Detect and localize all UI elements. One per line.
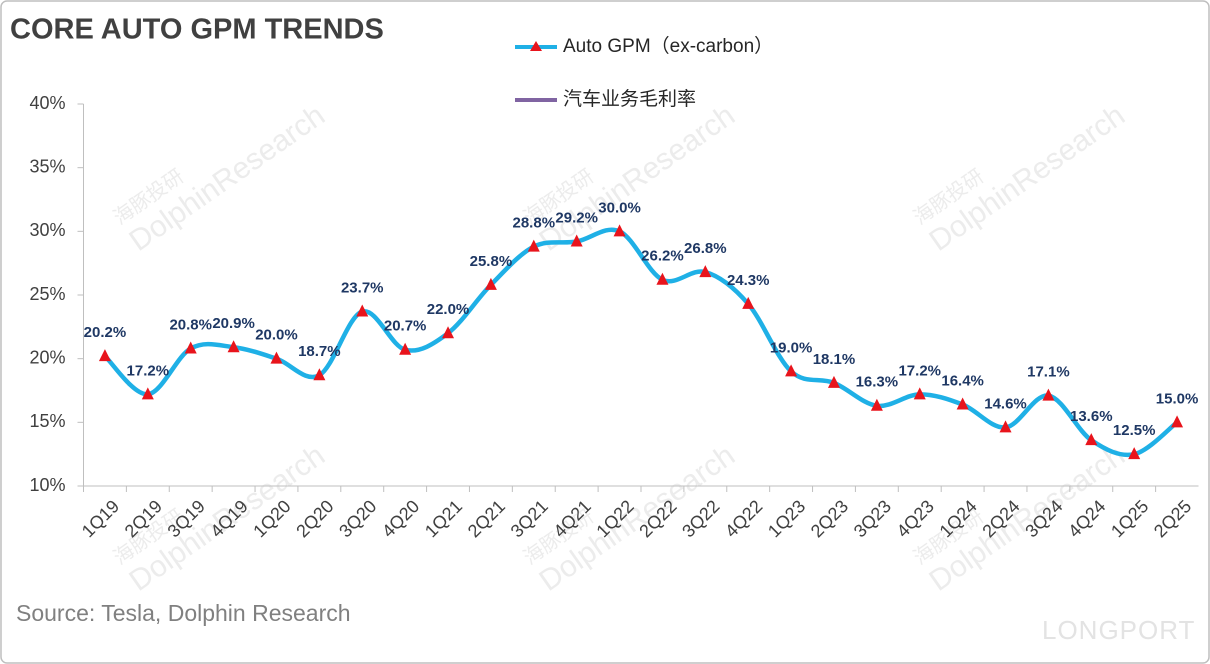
marker	[913, 387, 926, 400]
marker	[699, 265, 712, 278]
y-tick-label: 25%	[29, 284, 65, 304]
marker	[270, 351, 283, 364]
marker	[141, 387, 154, 400]
marker	[442, 326, 455, 339]
marker	[484, 277, 497, 290]
legend-label: Auto GPM（ex-carbon）	[563, 35, 773, 57]
y-tick-label: 15%	[29, 411, 65, 431]
data-label: 20.8%	[169, 316, 212, 333]
data-label: 20.0%	[255, 327, 298, 344]
marker	[870, 398, 883, 411]
marker	[356, 304, 369, 317]
legend-marker	[530, 41, 542, 51]
data-label: 19.0%	[770, 339, 813, 356]
data-label: 26.8%	[684, 240, 727, 257]
data-label: 13.6%	[1070, 408, 1113, 425]
y-tick-label: 20%	[29, 347, 65, 367]
marker	[956, 397, 969, 410]
y-tick-label: 30%	[29, 220, 65, 240]
data-label: 17.1%	[1027, 364, 1070, 381]
marker	[98, 349, 111, 362]
y-tick-label: 10%	[29, 475, 65, 495]
marker	[313, 368, 326, 381]
data-label: 30.0%	[598, 199, 641, 216]
data-label: 16.3%	[856, 374, 899, 391]
data-label: 15.0%	[1156, 390, 1199, 407]
marker	[570, 234, 583, 247]
data-label: 16.4%	[941, 372, 984, 389]
data-label: 25.8%	[470, 253, 513, 270]
data-label: 23.7%	[341, 280, 384, 297]
marker	[1128, 447, 1141, 460]
marker	[399, 342, 412, 355]
marker	[1042, 388, 1055, 401]
data-label: 20.2%	[84, 324, 127, 341]
legend-label: 汽车业务毛利率	[563, 88, 696, 110]
marker	[227, 340, 240, 353]
data-label: 26.2%	[641, 248, 684, 265]
marker	[827, 375, 840, 388]
marker	[184, 341, 197, 354]
data-label: 14.6%	[984, 395, 1027, 412]
data-label: 29.2%	[555, 209, 598, 226]
data-label: 20.7%	[384, 318, 427, 335]
marker	[1085, 433, 1098, 446]
data-label: 20.9%	[212, 315, 255, 332]
marker	[656, 272, 669, 285]
data-label: 28.8%	[513, 215, 556, 232]
marker	[785, 364, 798, 377]
y-tick-label: 35%	[29, 156, 65, 176]
y-tick-label: 40%	[29, 93, 65, 113]
data-label: 12.5%	[1113, 422, 1156, 439]
data-label: 17.2%	[127, 362, 170, 379]
marker	[1171, 415, 1184, 428]
data-label: 24.3%	[727, 272, 770, 289]
marker	[613, 224, 626, 237]
chart-title: CORE AUTO GPM TRENDS	[10, 14, 384, 46]
data-label: 18.1%	[813, 351, 856, 368]
data-label: 18.7%	[298, 343, 341, 360]
logo: LONGPORT	[1042, 615, 1195, 645]
source: Source: Tesla, Dolphin Research	[16, 600, 351, 626]
marker	[527, 239, 540, 252]
marker	[742, 296, 755, 309]
data-label: 22.0%	[427, 301, 470, 318]
data-label: 17.2%	[898, 362, 941, 379]
marker	[999, 420, 1012, 433]
